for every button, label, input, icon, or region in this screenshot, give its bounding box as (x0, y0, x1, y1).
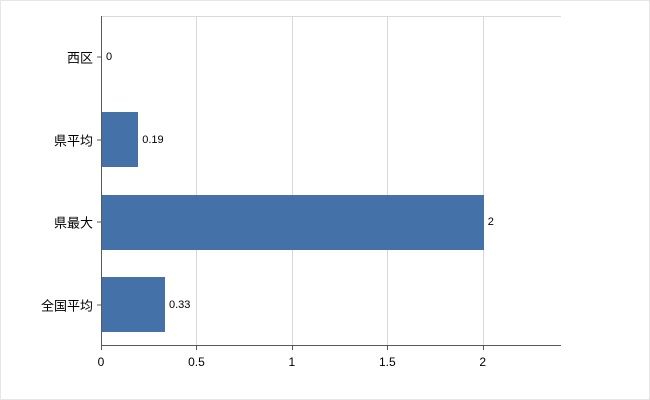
bar-value-label: 2 (487, 216, 494, 229)
x-tick-label: 0.5 (188, 355, 205, 369)
x-axis-line (101, 345, 561, 346)
x-axis-tick (196, 346, 198, 350)
x-tick-label: 1.5 (378, 355, 396, 369)
gridline (482, 16, 484, 346)
gridline (291, 16, 293, 346)
category-label: 県最大 (53, 215, 93, 231)
bar-4 (102, 277, 165, 333)
gridline (196, 16, 198, 346)
gridline (387, 16, 389, 346)
y-axis-tick (97, 221, 101, 223)
bar-value-label: 0.33 (168, 298, 191, 311)
y-axis-tick (97, 139, 101, 141)
category-label: 西区 (66, 50, 93, 66)
bar-value-label: 0 (106, 51, 113, 64)
x-tick-label: 0 (97, 355, 105, 369)
x-tick-label: 1 (288, 355, 296, 369)
x-tick-label: 2 (479, 355, 487, 369)
x-axis-tick (482, 346, 484, 350)
plot-area: 0 0.19 2 0.33 (101, 16, 561, 346)
bar-2 (102, 112, 139, 168)
y-axis-tick (97, 304, 101, 306)
bar-3 (102, 194, 484, 250)
y-axis-line (101, 16, 102, 346)
plot-top-border (101, 16, 561, 17)
category-label: 県平均 (53, 133, 93, 149)
y-axis-tick (97, 56, 101, 58)
category-label: 全国平均 (40, 298, 93, 314)
x-axis-tick (101, 346, 102, 350)
x-axis-tick (387, 346, 389, 350)
bar-value-label: 0.19 (142, 133, 164, 146)
x-axis-tick (291, 346, 293, 350)
